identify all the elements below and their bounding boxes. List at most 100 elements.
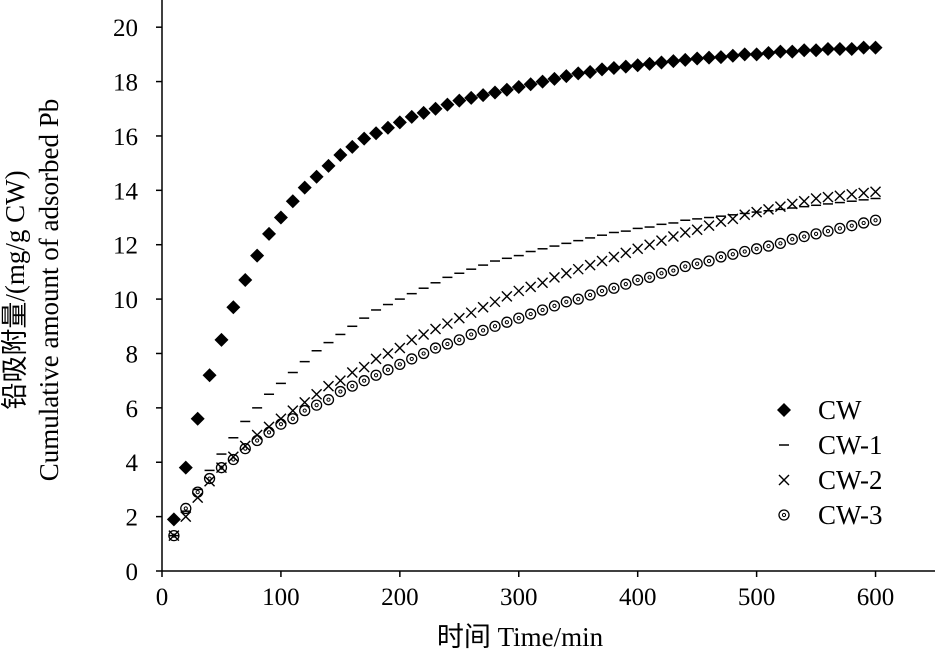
data-point-cw-2 <box>513 285 525 297</box>
data-point-cw-2 <box>465 307 477 319</box>
x-marker-stroke <box>239 440 251 452</box>
data-point-cw <box>345 139 360 154</box>
data-point-cw-3 <box>727 248 739 260</box>
circle-marker-outer <box>584 289 596 301</box>
data-point-cw <box>606 60 621 75</box>
x-tick-label: 100 <box>262 584 300 611</box>
circle-marker-inner <box>373 373 379 378</box>
data-point-cw-3 <box>857 217 870 229</box>
circle-marker-outer <box>299 404 311 417</box>
data-point-cw-2 <box>299 396 311 408</box>
data-point-cw-3 <box>750 243 763 255</box>
data-point-cw-2 <box>810 192 822 204</box>
circle-marker-inner <box>635 277 640 283</box>
data-point-cw <box>487 85 502 100</box>
x-marker-stroke <box>537 277 549 289</box>
x-marker-stroke <box>513 285 525 297</box>
circle-marker-outer <box>560 296 572 308</box>
data-point-cw <box>547 71 562 86</box>
circle-marker-inner <box>564 299 569 304</box>
circle-marker-inner <box>576 296 581 302</box>
circle-marker-outer <box>643 271 656 283</box>
data-point-cw <box>380 120 395 135</box>
circle-marker-outer <box>358 375 370 387</box>
data-point-cw <box>309 169 324 184</box>
x-marker-stroke <box>822 191 834 203</box>
circle-marker-outer <box>536 304 549 316</box>
data-point-cw-2 <box>632 243 644 255</box>
data-point-cw-3 <box>786 233 798 245</box>
circle-marker-inner <box>504 320 509 325</box>
data-point-cw <box>452 93 467 108</box>
data-point-cw-2 <box>394 342 406 354</box>
x-marker-stroke <box>560 267 572 279</box>
circle-marker-inner <box>290 416 295 421</box>
data-point-cw-3 <box>394 358 406 371</box>
data-point-cw <box>440 97 455 112</box>
data-point-cw <box>809 43 824 58</box>
data-point-cw <box>202 368 217 383</box>
x-marker-stroke <box>798 195 810 207</box>
circle-marker-inner <box>302 408 307 413</box>
circle-marker-inner <box>742 249 747 254</box>
series-cw-3 <box>168 214 882 542</box>
circle-marker-outer <box>489 320 501 332</box>
circle-marker-inner <box>781 512 787 518</box>
data-point-cw-3 <box>679 260 691 273</box>
data-point-cw-3 <box>477 324 489 337</box>
data-point-cw-3 <box>299 404 311 417</box>
legend-label-cw-2: CW-2 <box>818 465 883 495</box>
data-point-cw-2 <box>418 328 430 340</box>
data-point-cw-3 <box>834 222 846 235</box>
circle-marker-inner <box>790 237 795 242</box>
data-point-cw <box>737 47 752 62</box>
circle-marker-inner <box>611 286 617 291</box>
data-point-cw-2 <box>441 318 453 330</box>
y-tick-label: 6 <box>126 396 139 423</box>
x-marker-stroke <box>418 328 430 340</box>
data-point-cw-2 <box>739 209 751 221</box>
data-point-cw <box>428 101 443 116</box>
x-marker-stroke <box>739 209 751 221</box>
circle-marker-inner <box>243 446 248 451</box>
data-point-cw-2 <box>204 475 216 487</box>
data-point-cw-3 <box>608 282 620 294</box>
data-point-cw-3 <box>429 342 442 354</box>
x-marker-stroke <box>679 226 691 238</box>
data-point-cw <box>357 131 372 146</box>
data-point-cw <box>618 59 633 74</box>
x-tick-label: 0 <box>156 584 169 611</box>
circle-marker-outer <box>679 260 691 273</box>
circle-marker-inner <box>195 490 200 495</box>
x-marker-stroke <box>858 187 870 199</box>
circle-marker-inner <box>266 430 272 435</box>
data-point-cw <box>190 411 205 426</box>
data-point-cw <box>238 273 253 288</box>
data-point-cw-3 <box>275 418 287 430</box>
circle-marker-inner <box>849 223 854 228</box>
y-tick-label: 16 <box>113 124 138 151</box>
circle-marker-inner <box>362 378 367 383</box>
data-point-cw-3 <box>643 271 656 283</box>
data-point-cw <box>523 77 538 92</box>
data-point-cw-3 <box>334 385 347 398</box>
circle-marker-outer <box>715 251 727 263</box>
x-marker-stroke <box>192 492 204 504</box>
x-marker-stroke <box>430 323 442 335</box>
data-point-cw-3 <box>501 316 513 328</box>
data-point-cw-3 <box>715 251 727 263</box>
data-point-cw-2 <box>834 190 846 202</box>
data-point-cw <box>713 50 728 65</box>
data-point-cw-3 <box>406 353 418 365</box>
circle-marker-outer <box>465 328 477 341</box>
data-point-cw-3 <box>263 426 275 438</box>
circle-marker-outer <box>334 385 347 398</box>
data-point-cw-2 <box>322 380 334 392</box>
circle-marker-outer <box>441 338 454 350</box>
circle-marker-inner <box>480 328 486 333</box>
circle-marker-inner <box>778 241 783 246</box>
data-point-cw-3 <box>655 267 668 279</box>
data-point-cw-3 <box>774 237 787 250</box>
circle-marker-outer <box>727 248 739 260</box>
x-marker-stroke <box>382 347 394 359</box>
